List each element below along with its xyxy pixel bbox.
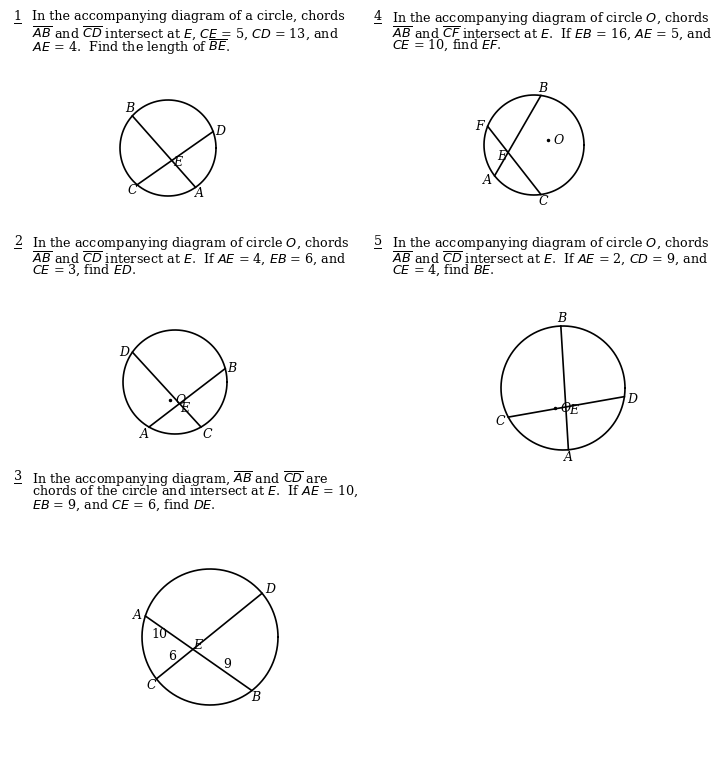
Text: $CE$ = 3, find $ED$.: $CE$ = 3, find $ED$. — [32, 263, 136, 278]
Text: C: C — [538, 195, 548, 208]
Text: chords of the circle and intersect at $E$.  If $AE$ = 10,: chords of the circle and intersect at $E… — [32, 484, 358, 500]
Text: A: A — [483, 174, 492, 187]
Text: E: E — [497, 150, 507, 163]
Text: 10: 10 — [151, 628, 167, 641]
Text: In the accompanying diagram of a circle, chords: In the accompanying diagram of a circle,… — [32, 10, 345, 23]
Text: A: A — [195, 187, 204, 200]
Text: 4: 4 — [374, 10, 382, 23]
Text: B: B — [539, 82, 547, 95]
Text: $CE$ = 4, find $BE$.: $CE$ = 4, find $BE$. — [392, 263, 495, 278]
Text: In the accompanying diagram, $\overline{AB}$ and $\overline{CD}$ are: In the accompanying diagram, $\overline{… — [32, 470, 328, 489]
Text: D: D — [627, 393, 637, 406]
Text: O: O — [561, 401, 571, 414]
Text: In the accompanying diagram of circle $O$, chords: In the accompanying diagram of circle $O… — [392, 235, 709, 252]
Text: $CE$ = 10, find $EF$.: $CE$ = 10, find $EF$. — [392, 38, 502, 53]
Text: D: D — [265, 583, 275, 596]
Text: 5: 5 — [374, 235, 382, 248]
Text: B: B — [558, 311, 566, 324]
Text: E: E — [173, 156, 183, 169]
Text: 6: 6 — [167, 649, 175, 662]
Text: E: E — [194, 639, 202, 652]
Text: C: C — [146, 679, 156, 692]
Text: E: E — [569, 404, 579, 417]
Text: A: A — [139, 427, 149, 440]
Text: C: C — [128, 185, 137, 198]
Text: 9: 9 — [223, 658, 231, 671]
Text: $EB$ = 9, and $CE$ = 6, find $DE$.: $EB$ = 9, and $CE$ = 6, find $DE$. — [32, 498, 216, 513]
Text: A: A — [564, 451, 573, 464]
Text: $\overline{AB}$ and $\overline{CD}$ intersect at $E$.  If $AE$ = 4, $EB$ = 6, an: $\overline{AB}$ and $\overline{CD}$ inte… — [32, 249, 347, 266]
Text: A: A — [133, 610, 142, 623]
Text: 1: 1 — [14, 10, 22, 23]
Text: B: B — [125, 102, 134, 115]
Text: $\overline{AB}$ and $\overline{CD}$ intersect at $E$.  If $AE$ = 2, $CD$ = 9, an: $\overline{AB}$ and $\overline{CD}$ inte… — [392, 249, 708, 266]
Text: E: E — [180, 402, 189, 415]
Text: C: C — [202, 427, 212, 440]
Text: $AE$ = 4.  Find the length of $\overline{BE}$.: $AE$ = 4. Find the length of $\overline{… — [32, 38, 231, 57]
Text: 3: 3 — [14, 470, 22, 483]
Text: $\overline{AB}$ and $\overline{CF}$ intersect at $E$.  If $EB$ = 16, $AE$ = 5, a: $\overline{AB}$ and $\overline{CF}$ inte… — [392, 24, 712, 42]
Text: C: C — [495, 414, 505, 427]
Text: 2: 2 — [14, 235, 22, 248]
Text: $\overline{AB}$ and $\overline{CD}$ intersect at $E$, $CE$ = 5, $CD$ = 13, and: $\overline{AB}$ and $\overline{CD}$ inte… — [32, 24, 339, 42]
Text: B: B — [252, 691, 260, 704]
Text: D: D — [215, 125, 225, 138]
Text: F: F — [476, 120, 484, 133]
Text: O: O — [176, 394, 186, 407]
Text: B: B — [228, 362, 237, 375]
Text: In the accompanying diagram of circle $O$, chords: In the accompanying diagram of circle $O… — [32, 235, 349, 252]
Text: In the accompanying diagram of circle $O$, chords: In the accompanying diagram of circle $O… — [392, 10, 709, 27]
Text: O: O — [554, 134, 564, 146]
Text: D: D — [120, 346, 129, 359]
